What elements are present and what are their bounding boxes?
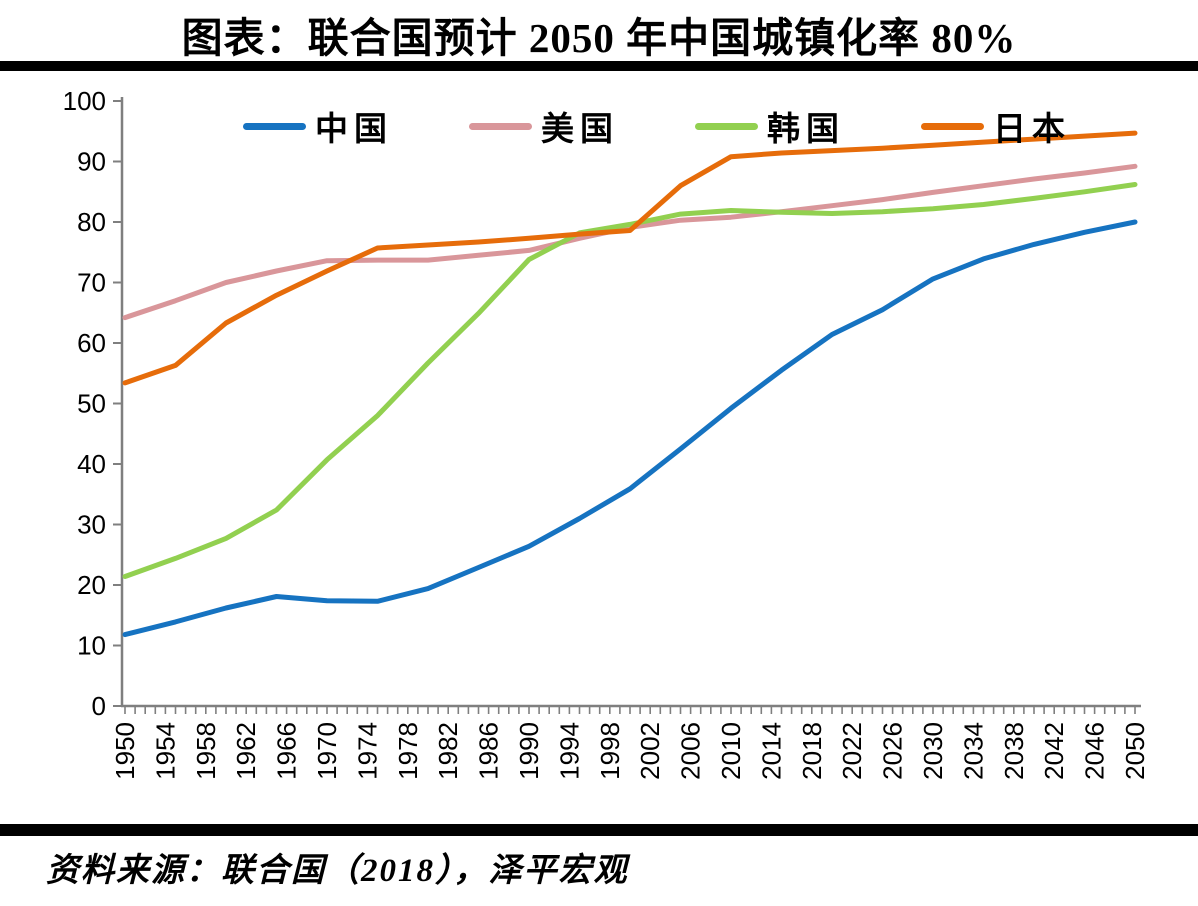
legend-label-japan: 日本 (993, 112, 1071, 148)
x-tick-label: 1982 (433, 722, 463, 780)
y-tick-label: 40 (77, 449, 106, 479)
x-tick-label: 1990 (514, 722, 544, 780)
x-tick-label: 1950 (110, 722, 140, 780)
x-tick-label: 1998 (595, 722, 625, 780)
x-tick-label: 2034 (958, 722, 988, 780)
legend-label-usa: 美国 (541, 112, 619, 148)
y-tick-label: 60 (77, 328, 106, 358)
x-tick-label: 1986 (474, 722, 504, 780)
legend-swatch-usa (469, 122, 532, 130)
x-tick-label: 2038 (999, 722, 1029, 780)
legend-item-korea: 韩国 (695, 102, 845, 150)
bottom-rule (0, 824, 1198, 836)
legend-swatch-japan (921, 122, 984, 130)
x-tick-label: 1962 (231, 722, 261, 780)
legend-swatch-china (243, 122, 306, 130)
x-tick-label: 2026 (878, 722, 908, 780)
x-tick-label: 2006 (676, 722, 706, 780)
x-tick-label: 2030 (918, 722, 948, 780)
x-tick-label: 1958 (191, 722, 221, 780)
chart-title: 图表：联合国预计 2050 年中国城镇化率 80% (181, 15, 1017, 61)
y-tick-label: 50 (77, 389, 106, 419)
legend-label-korea: 韩国 (767, 112, 845, 148)
y-tick-label: 30 (77, 510, 106, 540)
x-tick-label: 2046 (1080, 722, 1110, 780)
y-tick-label: 90 (77, 147, 106, 177)
series-line-korea (122, 182, 1138, 579)
series-line-japan (122, 130, 1138, 386)
y-tick-label: 70 (77, 268, 106, 298)
legend-item-china: 中国 (243, 102, 393, 150)
top-rule (0, 61, 1198, 71)
y-tick-label: 20 (77, 570, 106, 600)
x-tick-label: 1978 (393, 722, 423, 780)
y-tick-label: 80 (77, 207, 106, 237)
legend-swatch-korea (695, 122, 758, 130)
chart-legend: 中国 美国 韩国 日本 (243, 103, 1071, 149)
x-tick-label: 2022 (837, 722, 867, 780)
legend-item-japan: 日本 (921, 102, 1071, 150)
y-tick-label: 10 (77, 631, 106, 661)
x-tick-label: 1954 (150, 722, 180, 780)
x-tick-label: 1994 (554, 722, 584, 780)
y-tick-label: 0 (92, 691, 106, 721)
x-tick-label: 2018 (797, 722, 827, 780)
x-tick-label: 1974 (352, 722, 382, 780)
x-tick-label: 1970 (312, 722, 342, 780)
y-tick-label: 100 (63, 86, 106, 116)
x-tick-label: 2042 (1039, 722, 1069, 780)
legend-label-china: 中国 (315, 112, 393, 148)
x-tick-label: 2002 (635, 722, 665, 780)
x-tick-label: 2050 (1120, 722, 1150, 780)
x-tick-label: 2010 (716, 722, 746, 780)
source-note: 资料来源：联合国（2018），泽平宏观 (46, 853, 629, 889)
x-tick-label: 1966 (272, 722, 302, 780)
series-line-china (122, 219, 1138, 638)
x-tick-label: 2014 (756, 722, 786, 780)
legend-item-usa: 美国 (469, 102, 619, 150)
